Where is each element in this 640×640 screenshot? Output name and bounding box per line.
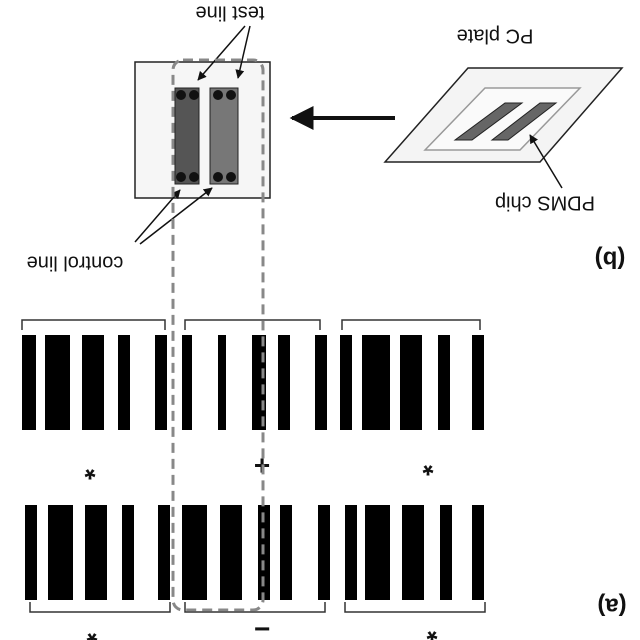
arrow [139,187,213,245]
arrow [197,25,246,81]
arrow [529,134,563,189]
dashed-highlight [171,58,265,612]
label: PDMS chip [495,192,595,214]
strip [209,87,239,185]
panel-label: (b) [595,246,626,273]
panel-a: (a) * + * * − * [21,319,627,640]
label: control line [27,252,124,274]
sign: − [254,614,270,640]
label: PC plate [457,25,534,47]
chip [134,61,271,199]
brackets [21,319,486,613]
sign: * [426,617,437,640]
chip-strip [453,102,524,141]
strip [174,87,200,185]
sign: * [422,451,433,482]
barcode-bottom [25,505,484,600]
sign: * [84,455,95,486]
sign: * [86,619,97,640]
chip-strip [490,102,558,141]
panel-b: (b) test line PC plate PDMS chip control… [27,2,626,274]
dots [176,90,236,182]
barcode-top [22,335,484,430]
arrow [134,189,181,243]
label: test line [196,2,265,24]
panel-label: (a) [597,593,626,620]
arrow [235,25,251,79]
